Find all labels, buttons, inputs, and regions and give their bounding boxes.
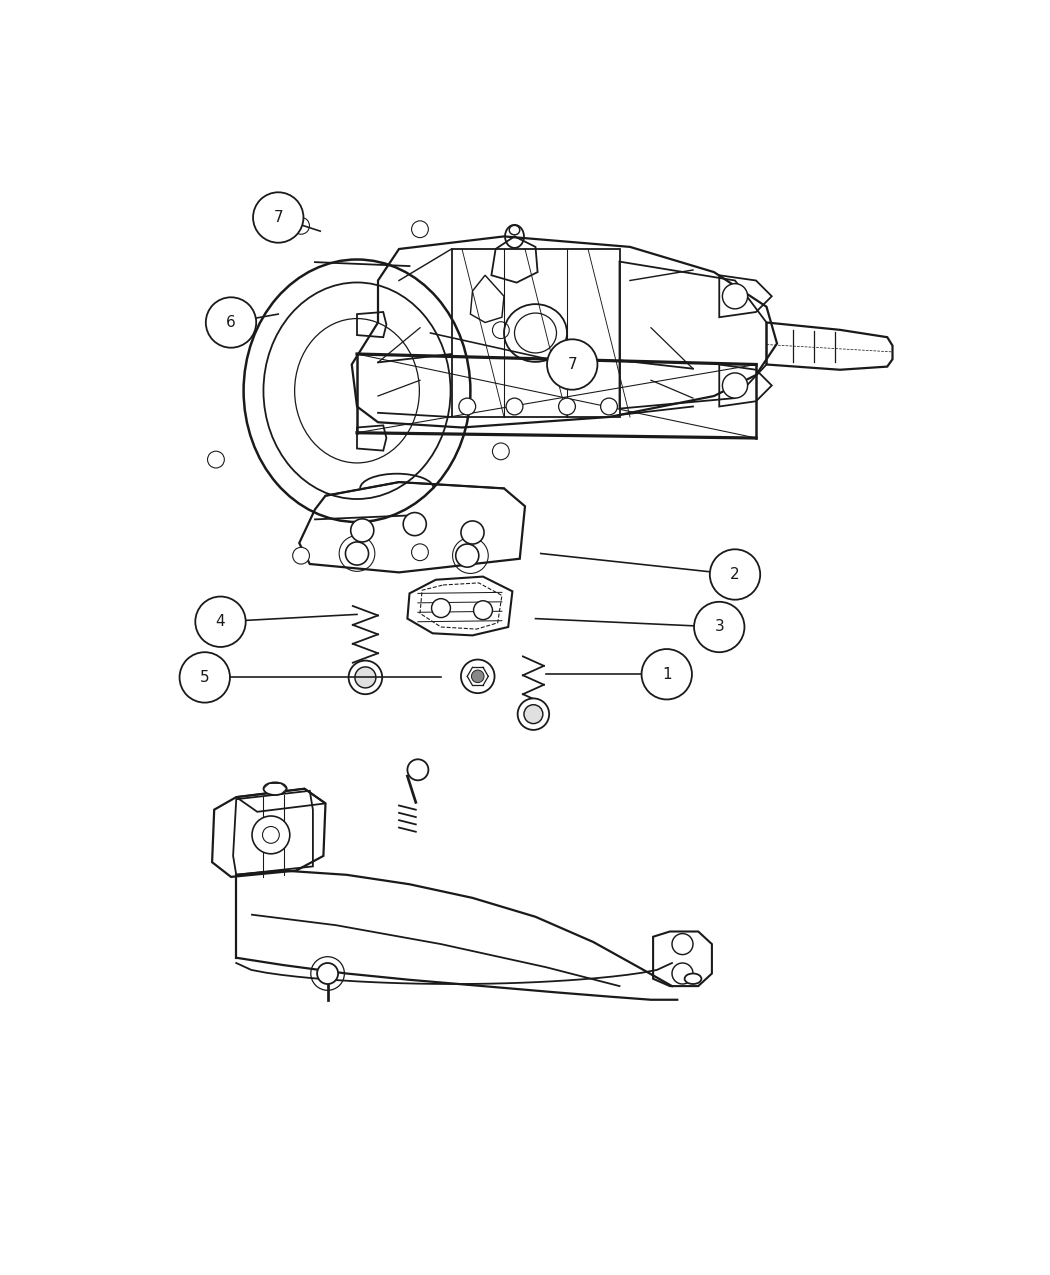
Circle shape [601, 398, 617, 414]
Circle shape [403, 513, 426, 536]
Circle shape [722, 372, 748, 398]
Circle shape [559, 398, 575, 414]
Circle shape [710, 550, 760, 599]
Circle shape [349, 660, 382, 694]
Circle shape [351, 519, 374, 542]
Circle shape [461, 521, 484, 544]
Circle shape [412, 221, 428, 237]
Text: 3: 3 [714, 620, 724, 635]
Text: 6: 6 [226, 315, 236, 330]
Circle shape [459, 398, 476, 414]
Circle shape [672, 933, 693, 955]
Circle shape [412, 544, 428, 561]
Circle shape [492, 321, 509, 339]
Circle shape [547, 339, 597, 390]
Circle shape [722, 283, 748, 309]
Circle shape [506, 398, 523, 414]
Circle shape [208, 314, 225, 330]
Circle shape [206, 297, 256, 348]
Text: 2: 2 [730, 567, 740, 581]
Circle shape [474, 601, 492, 620]
Circle shape [195, 597, 246, 646]
Circle shape [642, 649, 692, 700]
Circle shape [180, 653, 230, 703]
Circle shape [355, 667, 376, 689]
Circle shape [492, 442, 509, 460]
Circle shape [518, 699, 549, 729]
Circle shape [471, 671, 484, 682]
Circle shape [253, 193, 303, 242]
Circle shape [208, 451, 225, 468]
Ellipse shape [685, 974, 701, 984]
Circle shape [524, 705, 543, 724]
Circle shape [407, 760, 428, 780]
Circle shape [293, 218, 310, 235]
Circle shape [293, 547, 310, 564]
Ellipse shape [509, 226, 520, 235]
Circle shape [252, 816, 290, 854]
Ellipse shape [264, 783, 287, 796]
Text: 7: 7 [273, 210, 284, 224]
Circle shape [345, 542, 369, 565]
Circle shape [672, 963, 693, 984]
Text: 1: 1 [662, 667, 672, 682]
Circle shape [461, 659, 495, 694]
Circle shape [432, 599, 450, 617]
Text: 5: 5 [200, 669, 210, 685]
Text: 4: 4 [215, 615, 226, 630]
Circle shape [317, 963, 338, 984]
Circle shape [694, 602, 744, 653]
Text: 7: 7 [567, 357, 578, 372]
Circle shape [456, 544, 479, 567]
